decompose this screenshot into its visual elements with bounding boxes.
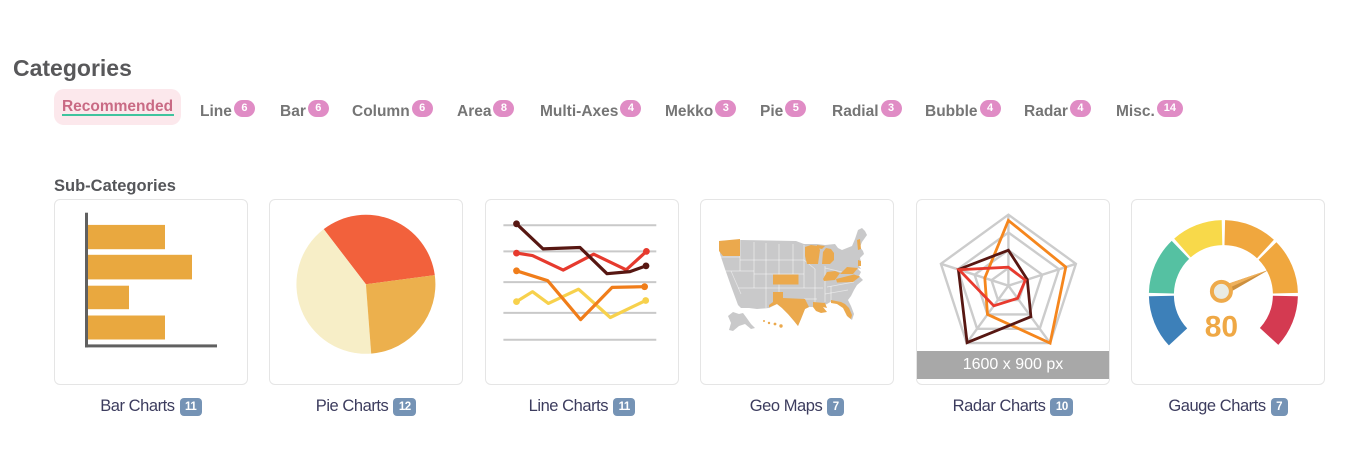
svg-text:80: 80 (1205, 311, 1238, 344)
